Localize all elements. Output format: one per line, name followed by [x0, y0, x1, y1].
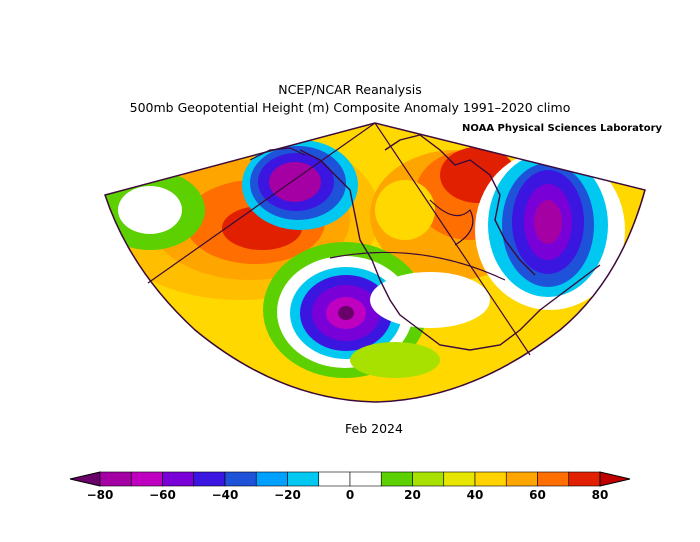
colorbar-tick-label: 0	[346, 488, 354, 502]
colorbar-swatch	[318, 471, 351, 487]
colorbar-tick-label: 40	[467, 488, 484, 502]
latitude-line	[329, 251, 506, 281]
credit-label: NOAA Physical Sciences Laboratory	[462, 123, 663, 134]
map-border	[104, 122, 646, 403]
canada-yellow-lobe	[375, 180, 435, 240]
ca-low-core	[338, 306, 354, 320]
colorbar-swatch	[537, 471, 570, 487]
hudson-bay-outline	[429, 199, 474, 246]
colorbar-swatch	[568, 471, 601, 487]
chart-subtitle: 500mb Geopotential Height (m) Composite …	[129, 100, 571, 115]
colorbar-max-arrow	[599, 471, 631, 487]
colorbar-swatch	[287, 471, 320, 487]
alaska-coastline	[249, 147, 306, 161]
colorbar-tick-label: 60	[529, 488, 546, 502]
colorbar-swatch	[193, 471, 226, 487]
atlantic-low-core	[534, 200, 562, 244]
mexico-green-patch	[350, 342, 440, 378]
colorbar-swatch	[474, 471, 507, 487]
meridian-west	[147, 122, 376, 284]
colorbar-swatch	[443, 471, 476, 487]
colorbar-swatch	[349, 471, 382, 487]
colorbar-swatch	[162, 471, 195, 487]
colorbar-min-arrow	[69, 471, 101, 487]
colorbar-tick-label: −60	[149, 488, 176, 502]
period-label: Feb 2024	[345, 421, 403, 436]
west-white-patch	[118, 186, 182, 234]
colorbar-swatch	[130, 471, 163, 487]
colorbar-tick-label: −40	[212, 488, 239, 502]
colorbar-swatch	[412, 471, 445, 487]
alaska-low-contour-50	[269, 162, 321, 202]
colorbar-swatch	[99, 471, 132, 487]
colorbar-tick-label: −80	[87, 488, 114, 502]
west-coastline	[299, 149, 601, 351]
arctic-coastline	[384, 134, 536, 276]
colorbar-swatch	[505, 471, 538, 487]
colorbar-tick-label: −20	[274, 488, 301, 502]
colorbar-swatch	[224, 471, 257, 487]
colorbar-swatch	[380, 471, 413, 487]
meridian-east	[374, 122, 531, 356]
chart-title: NCEP/NCAR Reanalysis	[278, 82, 422, 97]
colorbar-tick-label: 80	[592, 488, 609, 502]
colorbar-tick-label: 20	[404, 488, 421, 502]
colorbar-swatch	[255, 471, 288, 487]
